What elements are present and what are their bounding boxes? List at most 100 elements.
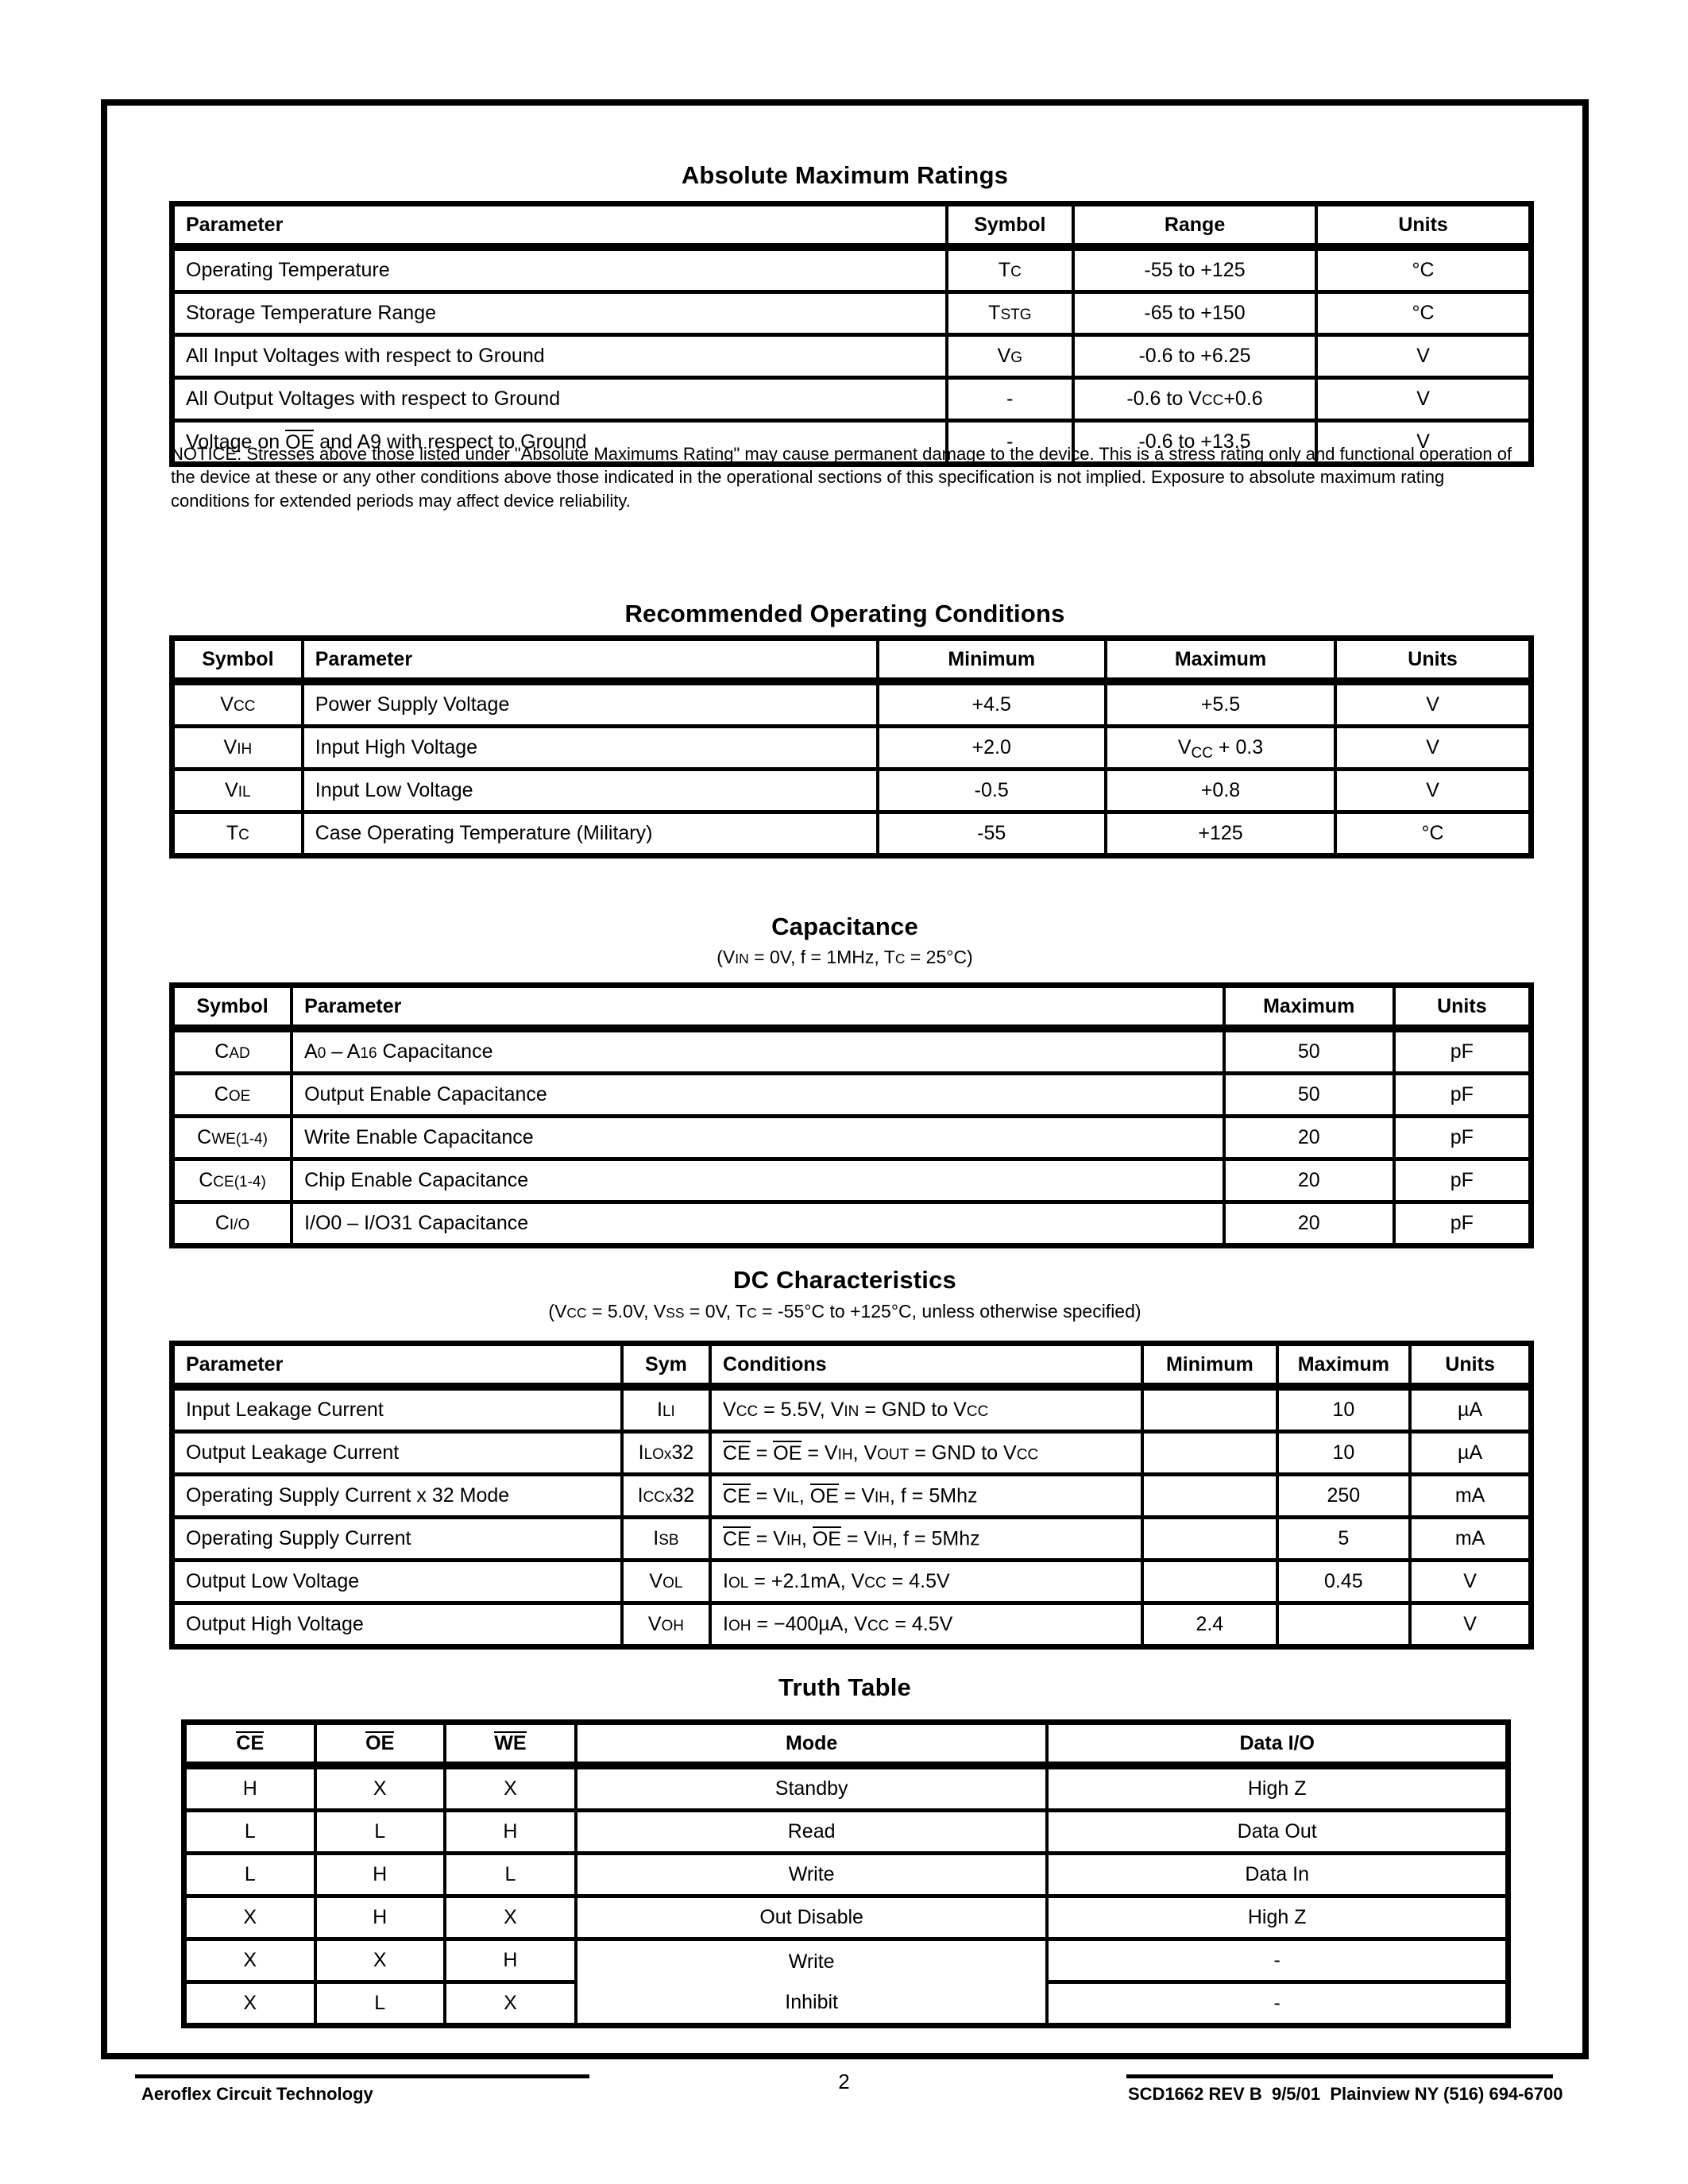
table-cell: IOH = −400µA, VCC = 4.5V (709, 1601, 1145, 1649)
table-cell (1141, 1558, 1279, 1605)
table-cell: Chip Enable Capacitance (290, 1157, 1226, 1204)
column-header: Units (1392, 983, 1533, 1032)
table-row: Output Low Voltage VOL IOL = +2.1mA, VCC =… (170, 1558, 1533, 1605)
table-cell: Write (574, 1851, 1049, 1898)
footer-right-rule (1126, 2074, 1553, 2078)
absolute-maximum-ratings-table: Parameter Symbol Range Units Operating Tempe… (169, 201, 1534, 467)
table-row: CI/O I/O0 – I/O31 Capacitance 20 pF (170, 1200, 1533, 1248)
table-cell: 50 (1222, 1071, 1396, 1118)
table-cell: H (182, 1763, 317, 1812)
table-cell: VIH (170, 724, 304, 771)
table-cell: CI/O (170, 1200, 294, 1248)
table-cell: I/O0 – I/O31 Capacitance (290, 1200, 1226, 1248)
table-cell: VCC = 5.5V, VIN = GND to VCC (709, 1384, 1145, 1433)
table-cell: TC (170, 810, 304, 858)
table-cell: CCE(1-4) (170, 1157, 294, 1204)
subscript-text: LOx (643, 1446, 672, 1463)
subscript-text: CE(1-4) (213, 1174, 266, 1190)
table-cell (1141, 1384, 1279, 1433)
page-border-frame: Absolute Maximum Ratings Parameter Symbol… (101, 99, 1589, 2059)
column-header: Symbol (170, 983, 294, 1032)
table-row: COE Output Enable Capacitance 50 pF (170, 1071, 1533, 1118)
subscript-text: 0 (317, 1045, 326, 1062)
table-cell: L (442, 1851, 577, 1898)
table-cell: CE = VIH, OE = VIH, f = 5Mhz (709, 1515, 1145, 1562)
table-cell: Read (574, 1808, 1049, 1855)
table-row: Output High Voltage VOH IOH = −400µA, VCC … (170, 1601, 1533, 1649)
table-row: Operating Supply Current ISB CE = VIH, OE … (170, 1515, 1533, 1562)
table-cell: VCC (170, 679, 304, 728)
table-cell: ISB (620, 1515, 713, 1562)
column-header: Units (1315, 202, 1533, 251)
table-cell: +0.8 (1103, 767, 1338, 814)
subscript-text: IL (786, 1489, 799, 1507)
column-header: OE (313, 1720, 446, 1769)
table-cell: L (182, 1808, 317, 1855)
table-cell: Storage Temperature Range (170, 290, 948, 337)
table-cell: -0.5 (875, 767, 1107, 814)
table-cell: - (944, 419, 1075, 466)
table-cell: X (442, 1894, 577, 1941)
table-cell: Data In (1045, 1851, 1510, 1898)
subscript-text: CC (566, 1305, 587, 1321)
table-cell: X (442, 1980, 577, 2028)
column-header: Parameter (300, 636, 879, 685)
section-title-recommended-operating-conditions: Recommended Operating Conditions (624, 600, 1065, 627)
table-row: X H X Out Disable High Z (182, 1894, 1510, 1941)
column-header: Sym (620, 1341, 713, 1391)
table-row: Storage Temperature Range TSTG -65 to +150… (170, 290, 1533, 337)
table-cell: Write Inhibit (574, 1937, 1049, 2028)
table-cell: -0.6 to +13.5 (1071, 419, 1319, 466)
table-cell: -65 to +150 (1071, 290, 1319, 337)
table-cell: mA (1408, 1515, 1533, 1562)
table-cell: +2.0 (875, 724, 1107, 771)
subscript-text: C (747, 1305, 757, 1321)
column-header: Conditions (709, 1341, 1145, 1391)
table-cell: X (182, 1937, 317, 1984)
merged-cell-line: Write (788, 1950, 835, 1973)
table-cell (1141, 1472, 1279, 1519)
table-cell: +125 (1103, 810, 1338, 858)
table-cell: CWE(1-4) (170, 1114, 294, 1161)
table-cell: X (313, 1937, 446, 1984)
subscript-text: CC (1201, 392, 1224, 409)
section-title-capacitance: Capacitance (771, 913, 918, 940)
subscript-text: CCx (643, 1489, 673, 1506)
table-cell: 20 (1222, 1200, 1396, 1248)
header-row: Parameter Sym Conditions Minimum Maximum Unit… (170, 1341, 1533, 1391)
subscript-text: IH (786, 1532, 802, 1549)
subscript-text: IH (237, 741, 253, 758)
table-cell: 20 (1222, 1157, 1396, 1204)
subscript-text: OH (661, 1618, 685, 1634)
table-cell: VCC + 0.3 (1103, 724, 1338, 771)
subscript-text: CC (736, 1403, 759, 1420)
subscript-text: OL (662, 1575, 683, 1592)
table-cell: 5 (1275, 1515, 1412, 1562)
subscript-text: SS (666, 1305, 685, 1321)
column-header: Symbol (170, 636, 304, 685)
subscript-text: IN (844, 1403, 859, 1420)
table-cell: All Output Voltages with respect to Grou… (170, 376, 948, 423)
table-cell: H (442, 1808, 577, 1855)
subscript-text: OUT (877, 1446, 910, 1464)
column-header: Parameter (290, 983, 1226, 1032)
table-cell: COE (170, 1071, 294, 1118)
column-header: Parameter (170, 1341, 624, 1391)
column-header: Range (1071, 202, 1319, 251)
table-cell: 10 (1275, 1430, 1412, 1476)
table-cell: pF (1392, 1114, 1533, 1161)
table-cell: - (1045, 1937, 1510, 1984)
table-row: VCC Power Supply Voltage +4.5 +5.5 V (170, 679, 1533, 728)
footer-document-id: SCD1662 REV B 9/5/01 Plainview NY (516) … (1128, 2084, 1563, 2104)
table-cell: pF (1392, 1071, 1533, 1118)
table-cell: VG (944, 333, 1075, 380)
table-cell: X (313, 1763, 446, 1812)
subscript-text: OE (228, 1088, 251, 1105)
table-cell: V (1408, 1601, 1533, 1649)
table-cell: mA (1408, 1472, 1533, 1519)
subscript-text: LI (662, 1403, 675, 1420)
table-cell: 0.45 (1275, 1558, 1412, 1605)
subscript-text: I/O (229, 1217, 250, 1233)
table-cell: 50 (1222, 1026, 1396, 1075)
